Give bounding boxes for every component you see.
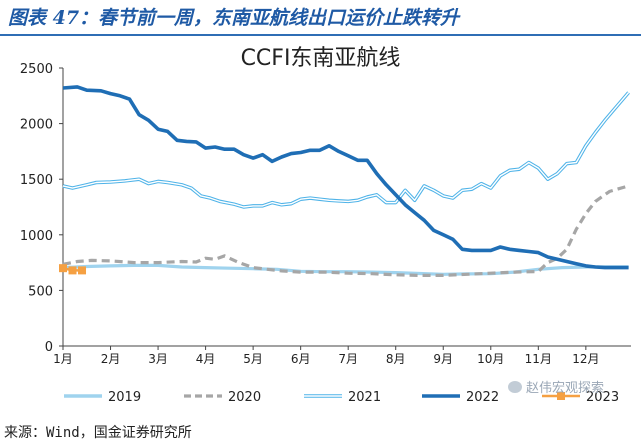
watermark: 赵伟宏观探索 <box>508 377 604 396</box>
series-line-2021-inner <box>62 92 630 208</box>
x-tick-label: 2月 <box>101 352 121 366</box>
x-tick-label: 10月 <box>477 352 504 366</box>
x-tick-label: 1月 <box>53 352 73 366</box>
x-tick-label: 6月 <box>291 352 311 366</box>
y-tick-label: 1000 <box>20 229 53 244</box>
x-tick-label: 3月 <box>148 352 168 366</box>
y-tick-label: 1500 <box>20 173 53 188</box>
y-tick-label: 0 <box>45 340 53 355</box>
x-tick-label: 11月 <box>525 352 552 366</box>
x-tick-label: 8月 <box>386 352 406 366</box>
x-tick-label: 9月 <box>433 352 453 366</box>
series-point-2023 <box>59 264 67 273</box>
chart-title: CCFI东南亚航线 <box>240 46 401 71</box>
legend-swatch-2023-marker <box>557 392 565 400</box>
legend-label-2020: 2020 <box>228 390 261 405</box>
source-note: 来源：Wind，国金证券研究所 <box>4 425 192 441</box>
legend-label-2022: 2022 <box>466 390 499 405</box>
y-tick-label: 500 <box>28 284 53 299</box>
legend-label-2021: 2021 <box>348 390 381 405</box>
y-tick-label: 2000 <box>20 118 53 133</box>
series-line-2021 <box>62 91 630 209</box>
series-point-2023 <box>78 266 87 275</box>
legend-label-2023: 2023 <box>586 390 619 405</box>
figure-header: 图表 47：春节前一周，东南亚航线出口运价止跌转升 <box>0 0 641 36</box>
watermark-text: 赵伟宏观探索 <box>526 381 605 396</box>
series-point-2023 <box>68 266 77 275</box>
legend-label-2019: 2019 <box>108 390 141 405</box>
x-tick-label: 4月 <box>196 352 216 366</box>
series-line-2022 <box>62 85 629 270</box>
series-line-2020 <box>62 184 630 277</box>
wechat-icon <box>508 381 522 393</box>
x-tick-label: 5月 <box>243 352 263 366</box>
figure-title: 图表 47：春节前一周，东南亚航线出口运价止跌转升 <box>8 7 460 29</box>
x-tick-label: 7月 <box>338 352 358 366</box>
y-tick-label: 2500 <box>20 62 53 77</box>
x-tick-label: 12月 <box>572 352 599 366</box>
